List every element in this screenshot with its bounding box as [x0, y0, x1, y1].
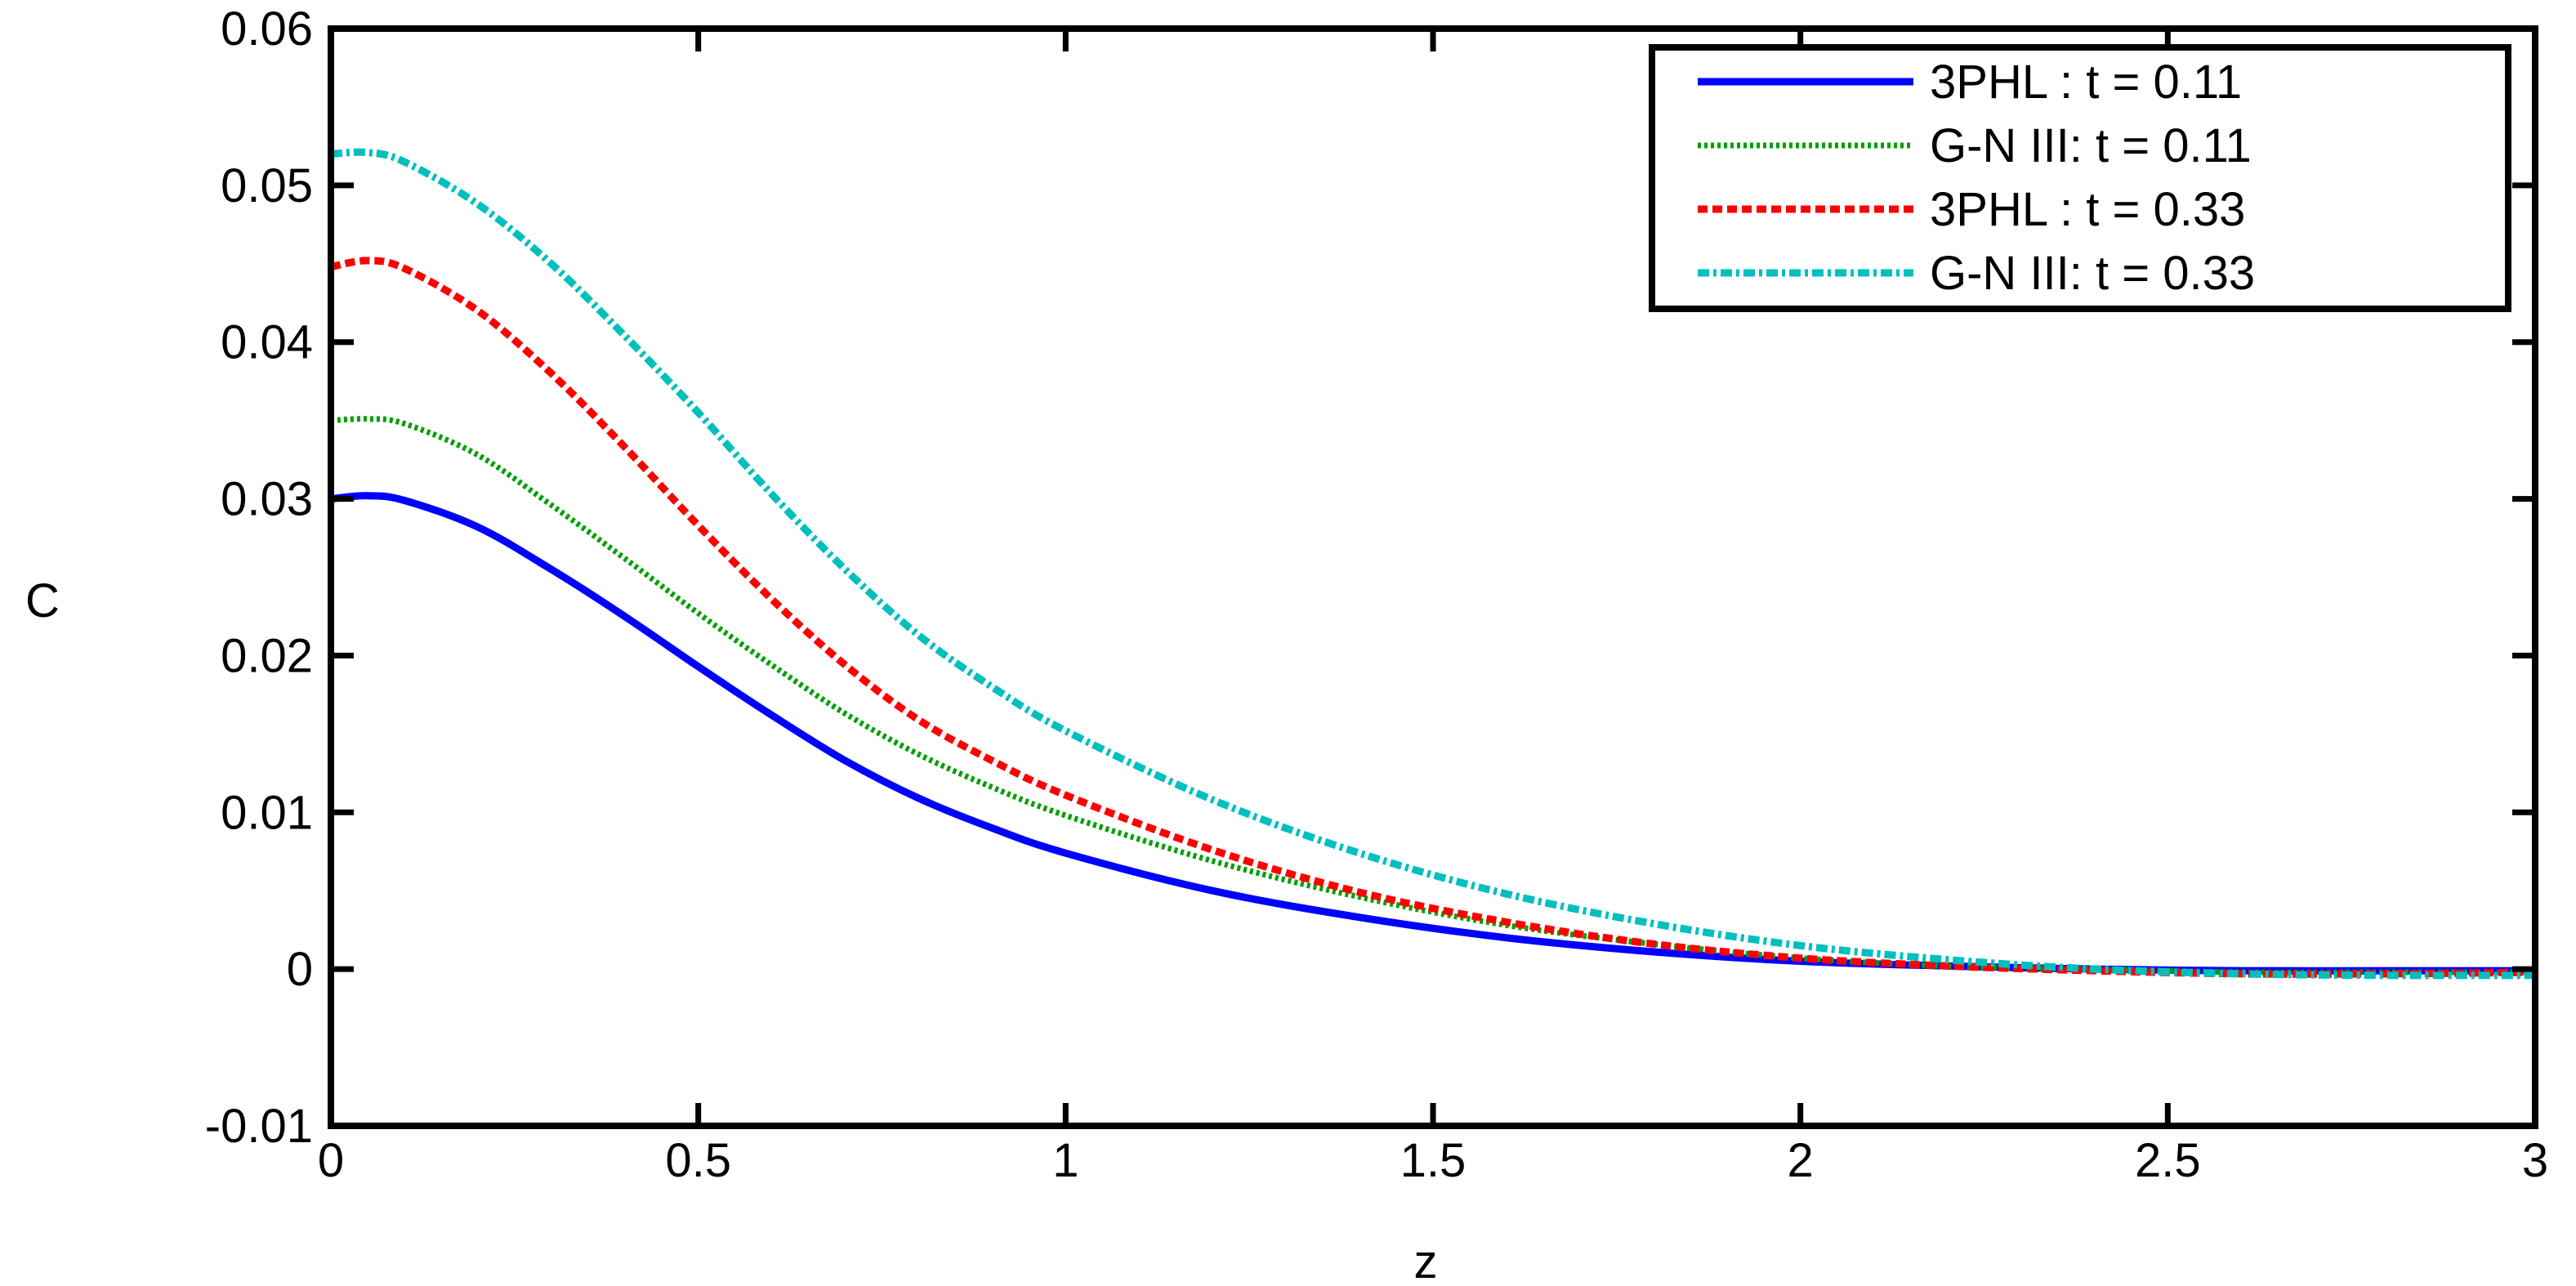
axes-layer: 0 0.5 1 1.5 2 2.5 3-0.0100.010.020.030.040.050…	[205, 2, 2548, 1187]
series-line-3	[330, 257, 2536, 978]
series-line-2	[330, 416, 2535, 976]
x-tick-label: 0	[318, 1134, 344, 1187]
y-axis-label: C	[25, 574, 60, 627]
y-tick-label: 0.02	[221, 629, 313, 682]
legend: 3PHL : t = 0.11 G-N III: t = 0.11 3PHL : t…	[1649, 44, 2511, 312]
legend-label-3: 3PHL : t = 0.33	[1930, 183, 2245, 236]
y-tick-label: 0.03	[221, 473, 313, 526]
legend-label-1: 3PHL : t = 0.11	[1930, 56, 2242, 109]
x-tick-label: 2.5	[2135, 1134, 2201, 1187]
x-tick-label: 0.5	[665, 1134, 731, 1187]
x-tick-label: 1	[1052, 1134, 1078, 1187]
legend-box	[1649, 44, 2511, 312]
series-layer	[330, 148, 2536, 980]
legend-label-2: G-N III: t = 0.11	[1930, 119, 2252, 172]
series-line-1	[330, 492, 2535, 975]
x-tick-label: 2	[1788, 1134, 1814, 1187]
y-tick-label: 0.06	[221, 2, 313, 56]
x-axis-label: z	[1414, 1235, 1438, 1282]
y-tick-label: 0	[287, 943, 313, 996]
legend-label-4: G-N III: t = 0.33	[1930, 247, 2255, 300]
y-tick-label: 0.05	[221, 159, 313, 212]
x-tick-label: 3	[2522, 1134, 2548, 1187]
x-tick-label: 1.5	[1400, 1134, 1467, 1187]
series-line-4	[330, 148, 2536, 980]
y-tick-label: 0.04	[221, 316, 313, 369]
y-tick-label: -0.01	[205, 1100, 313, 1153]
y-tick-label: 0.01	[221, 786, 313, 839]
